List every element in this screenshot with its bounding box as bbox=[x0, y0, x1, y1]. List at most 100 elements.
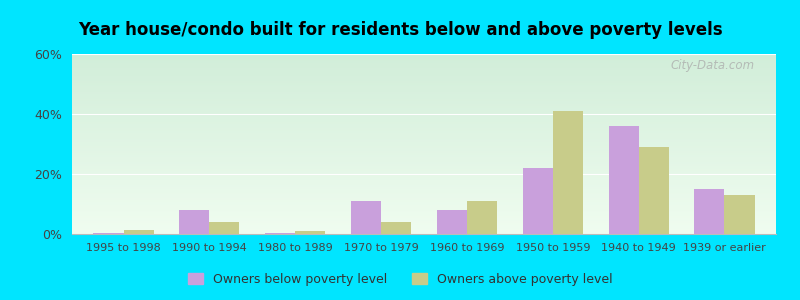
Bar bbox=[72, 178, 776, 180]
Bar bbox=[123, 230, 154, 234]
Bar bbox=[72, 56, 776, 58]
Bar bbox=[72, 139, 776, 140]
Bar bbox=[72, 128, 776, 130]
Bar bbox=[72, 193, 776, 194]
Bar bbox=[72, 101, 776, 103]
Bar bbox=[72, 81, 776, 83]
Bar bbox=[72, 63, 776, 65]
Bar bbox=[72, 76, 776, 77]
Bar bbox=[72, 205, 776, 207]
Bar bbox=[72, 110, 776, 112]
Bar bbox=[72, 74, 776, 76]
Bar bbox=[72, 54, 776, 56]
Bar bbox=[72, 187, 776, 189]
Bar bbox=[72, 232, 776, 234]
Bar bbox=[72, 164, 776, 166]
Bar bbox=[638, 147, 669, 234]
Bar bbox=[437, 210, 467, 234]
Bar bbox=[72, 214, 776, 216]
Bar bbox=[72, 176, 776, 178]
Bar bbox=[72, 194, 776, 196]
Bar bbox=[725, 195, 754, 234]
Bar bbox=[72, 162, 776, 164]
Bar bbox=[72, 94, 776, 95]
Text: City-Data.com: City-Data.com bbox=[670, 59, 755, 72]
Bar bbox=[72, 77, 776, 79]
Bar bbox=[72, 230, 776, 232]
Bar bbox=[72, 169, 776, 171]
Bar bbox=[467, 201, 497, 234]
Bar bbox=[609, 126, 638, 234]
Bar bbox=[265, 232, 295, 234]
Bar bbox=[72, 122, 776, 124]
Bar bbox=[72, 160, 776, 162]
Bar bbox=[553, 111, 583, 234]
Bar bbox=[72, 67, 776, 68]
Bar bbox=[94, 232, 123, 234]
Bar bbox=[72, 223, 776, 225]
Bar bbox=[72, 175, 776, 176]
Bar bbox=[72, 130, 776, 131]
Bar bbox=[72, 227, 776, 229]
Bar bbox=[72, 207, 776, 209]
Bar bbox=[72, 149, 776, 151]
Bar bbox=[72, 166, 776, 167]
Bar bbox=[72, 200, 776, 202]
Bar bbox=[72, 151, 776, 153]
Bar bbox=[72, 88, 776, 90]
Bar bbox=[72, 225, 776, 227]
Bar bbox=[72, 182, 776, 184]
Bar bbox=[72, 137, 776, 139]
Bar bbox=[72, 184, 776, 185]
Bar bbox=[72, 119, 776, 121]
Bar bbox=[72, 146, 776, 148]
Bar bbox=[72, 65, 776, 67]
Bar bbox=[72, 144, 776, 146]
Bar bbox=[381, 222, 411, 234]
Bar bbox=[72, 135, 776, 137]
Bar bbox=[72, 216, 776, 218]
Bar bbox=[179, 210, 210, 234]
Bar bbox=[72, 117, 776, 119]
Bar bbox=[72, 167, 776, 169]
Bar bbox=[72, 121, 776, 122]
Bar bbox=[72, 79, 776, 81]
Text: Year house/condo built for residents below and above poverty levels: Year house/condo built for residents bel… bbox=[78, 21, 722, 39]
Bar bbox=[72, 95, 776, 97]
Bar bbox=[72, 112, 776, 113]
Bar bbox=[72, 99, 776, 101]
Bar bbox=[72, 229, 776, 230]
Bar bbox=[72, 103, 776, 104]
Bar bbox=[72, 180, 776, 182]
Bar bbox=[72, 92, 776, 94]
Bar bbox=[72, 189, 776, 191]
Bar bbox=[72, 126, 776, 128]
Bar bbox=[72, 131, 776, 133]
Bar bbox=[72, 153, 776, 155]
Legend: Owners below poverty level, Owners above poverty level: Owners below poverty level, Owners above… bbox=[182, 268, 618, 291]
Bar bbox=[72, 106, 776, 108]
Bar bbox=[72, 70, 776, 72]
Bar bbox=[72, 171, 776, 173]
Bar bbox=[72, 61, 776, 63]
Bar bbox=[72, 142, 776, 144]
Bar bbox=[694, 189, 725, 234]
Bar bbox=[72, 157, 776, 158]
Bar bbox=[295, 231, 326, 234]
Bar bbox=[72, 221, 776, 223]
Bar bbox=[72, 108, 776, 110]
Bar bbox=[72, 83, 776, 85]
Bar bbox=[72, 97, 776, 99]
Bar bbox=[72, 86, 776, 88]
Bar bbox=[72, 202, 776, 203]
Bar bbox=[72, 191, 776, 193]
Bar bbox=[72, 212, 776, 214]
Bar bbox=[72, 124, 776, 126]
Bar bbox=[72, 211, 776, 212]
Bar bbox=[72, 113, 776, 115]
Bar bbox=[72, 59, 776, 61]
Bar bbox=[72, 115, 776, 117]
Bar bbox=[72, 196, 776, 198]
Bar bbox=[72, 148, 776, 149]
Bar bbox=[72, 140, 776, 142]
